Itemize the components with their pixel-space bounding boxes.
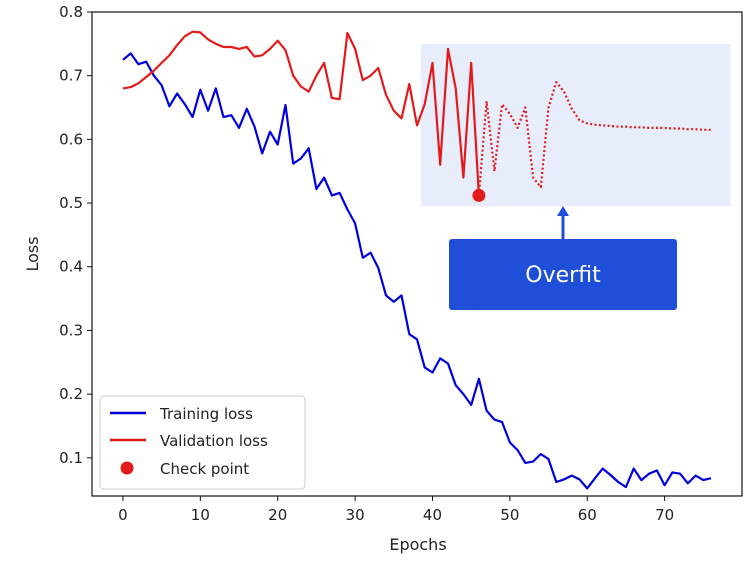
series-layer <box>122 30 712 490</box>
x-tick-label: 10 <box>191 506 210 524</box>
x-tick-label: 30 <box>346 506 365 524</box>
x-tick-label: 60 <box>578 506 597 524</box>
x-tick-label: 50 <box>500 506 519 524</box>
x-tick-label: 40 <box>423 506 442 524</box>
checkpoint-marker <box>472 188 486 202</box>
overfit-label-box <box>449 239 677 310</box>
legend-validation-label: Validation loss <box>160 432 268 450</box>
series-line-0 <box>122 52 712 490</box>
x-axis-label: Epochs <box>389 535 446 554</box>
x-tick-label: 0 <box>118 506 128 524</box>
legend-training-label: Training loss <box>159 405 253 423</box>
series-line-2 <box>477 80 711 196</box>
legend-checkpoint-swatch <box>120 461 134 475</box>
y-tick-label: 0.1 <box>59 449 83 467</box>
y-tick-label: 0.5 <box>59 194 83 212</box>
x-axis-ticks: 0 10 20 30 40 50 60 70 <box>118 496 674 524</box>
y-axis-label: Loss <box>23 236 42 271</box>
y-tick-label: 0.6 <box>59 130 83 148</box>
y-tick-label: 0.4 <box>59 258 83 276</box>
y-tick-label: 0.3 <box>59 321 83 339</box>
x-tick-label: 20 <box>268 506 287 524</box>
x-tick-label: 70 <box>655 506 674 524</box>
y-tick-label: 0.8 <box>59 3 83 21</box>
y-tick-label: 0.2 <box>59 385 83 403</box>
legend-checkpoint-label: Check point <box>160 460 249 478</box>
legend: Training loss Validation loss Check poin… <box>99 395 306 490</box>
overfit-callout: Overfit <box>449 206 677 310</box>
callout-arrow-head <box>557 206 569 216</box>
y-axis-ticks: 0.1 0.2 0.3 0.4 0.5 0.6 0.7 0.8 <box>59 3 92 467</box>
legend-frame <box>99 395 306 490</box>
plot-frame <box>91 11 743 497</box>
overfit-label: Overfit <box>525 263 601 288</box>
y-tick-label: 0.7 <box>59 67 83 85</box>
series-line-1 <box>122 30 480 196</box>
